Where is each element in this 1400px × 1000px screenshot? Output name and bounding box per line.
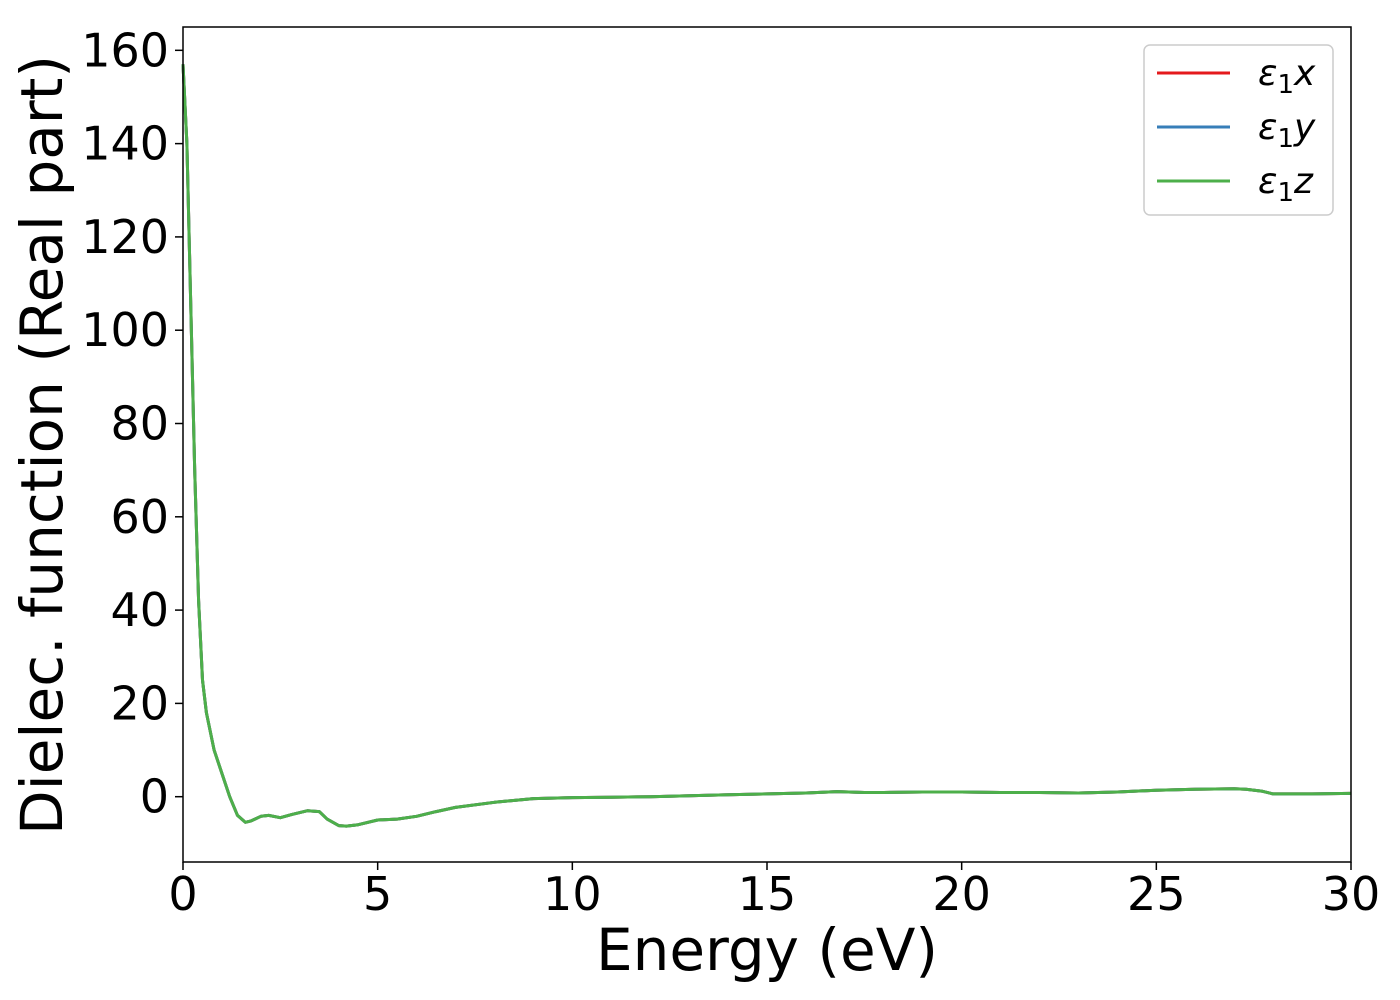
y-tick-label: 120 [81,210,169,264]
x-tick-label: 5 [363,867,392,921]
series-line-2 [181,64,1352,828]
series-layer [181,64,1352,828]
x-tick-label: 25 [1127,867,1186,921]
x-axis-ticks: 0 5 10 15 20 25 30 [168,862,1380,921]
y-tick-label: 40 [110,583,169,637]
y-tick-label: 80 [110,397,169,451]
legend-label-1: ε1y [1258,107,1316,154]
y-tick-label: 100 [81,303,169,357]
legend-items: ε1x ε1y ε1z [1157,53,1316,208]
y-tick-label: 160 [81,23,169,77]
legend-label-0: ε1x [1258,53,1316,100]
y-tick-label: 140 [81,117,169,171]
x-tick-label: 0 [168,867,197,921]
y-tick-label: 20 [110,676,169,730]
x-tick-label: 10 [543,867,602,921]
y-axis-title: Dielec. function (Real part) [8,55,76,835]
x-axis-title: Energy (eV) [596,916,938,984]
x-tick-label: 15 [738,867,797,921]
legend-box [1143,44,1334,216]
legend: ε1x ε1y ε1z [1143,44,1334,216]
x-tick-label: 30 [1322,867,1381,921]
y-tick-label: 60 [110,490,169,544]
y-tick-label: 0 [140,770,169,824]
y-axis-ticks: 0 20 40 60 80 100 120 140 160 [81,23,183,824]
legend-label-2: ε1z [1258,161,1314,208]
x-tick-label: 20 [932,867,991,921]
